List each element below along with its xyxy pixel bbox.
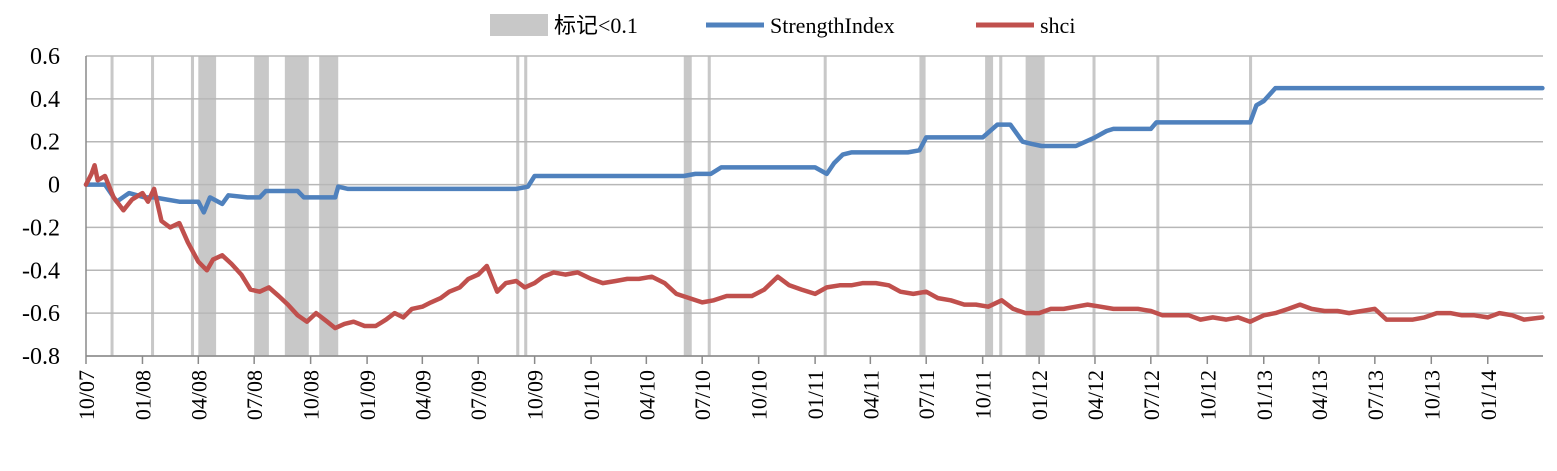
y-axis-ticks: 0.6 0.4 0.2 0 -0.2 -0.4 -0.6 -0.8 <box>22 44 60 370</box>
marker-band <box>254 56 269 356</box>
y-tick-label: 0.4 <box>30 87 60 113</box>
marker-band <box>190 56 195 356</box>
marker-band <box>524 56 528 356</box>
legend-label: StrengthIndex <box>770 13 895 38</box>
y-tick-label: -0.8 <box>22 344 60 370</box>
y-tick-label: -0.2 <box>22 215 60 241</box>
x-tick-label: 04/09 <box>410 370 435 420</box>
x-axis-ticks: 10/07 01/08 04/08 07/08 10/08 01/09 04/09 07/09… <box>74 356 1501 420</box>
series-line-shci <box>83 163 1545 331</box>
x-tick-label: 01/13 <box>1252 370 1277 420</box>
x-tick-label: 10/12 <box>1195 370 1220 420</box>
marker-band <box>707 56 711 356</box>
x-tick-label: 07/13 <box>1363 370 1388 420</box>
legend: 标记<0.1 StrengthIndex shci <box>490 13 1075 38</box>
x-tick-label: 07/08 <box>242 370 267 420</box>
x-tick-label: 07/11 <box>914 370 939 419</box>
x-tick-label: 04/08 <box>186 370 211 420</box>
marker-band <box>284 56 309 356</box>
y-tick-label: 0.6 <box>30 44 60 70</box>
marker-band <box>683 56 692 356</box>
x-tick-label: 10/09 <box>523 370 548 420</box>
x-tick-label: 04/12 <box>1083 370 1108 420</box>
x-tick-label: 07/10 <box>690 370 715 420</box>
x-tick-label: 10/07 <box>74 370 99 420</box>
marker-band <box>319 56 339 356</box>
x-tick-label: 01/12 <box>1027 370 1052 420</box>
marker-band <box>999 56 1003 356</box>
legend-label: shci <box>1040 13 1075 38</box>
x-tick-label: 01/11 <box>803 370 828 419</box>
marker-band <box>1025 56 1045 356</box>
y-tick-label: -0.4 <box>22 258 60 284</box>
x-tick-label: 01/14 <box>1476 370 1501 420</box>
marker-band <box>1249 56 1253 356</box>
y-tick-label: -0.6 <box>22 301 60 327</box>
marker-band <box>110 56 114 356</box>
marker-bands <box>110 56 1253 356</box>
x-tick-label: 10/11 <box>971 370 996 419</box>
x-tick-label: 10/08 <box>299 370 324 420</box>
legend-label: 标记<0.1 <box>554 13 638 38</box>
series-lines <box>83 85 1545 331</box>
x-tick-label: 04/10 <box>634 370 659 420</box>
x-tick-label: 01/08 <box>130 370 155 420</box>
marker-band <box>1092 56 1096 356</box>
marker-band <box>823 56 827 356</box>
marker-band <box>985 56 994 356</box>
x-tick-label: 07/09 <box>466 370 491 420</box>
marker-band <box>516 56 520 356</box>
x-tick-label: 01/09 <box>355 370 380 420</box>
y-tick-label: 0 <box>48 173 60 199</box>
x-tick-label: 04/11 <box>858 370 883 419</box>
y-tick-label: 0.2 <box>30 130 60 156</box>
marker-band <box>1156 56 1160 356</box>
x-tick-label: 07/12 <box>1139 370 1164 420</box>
legend-swatch-band <box>490 14 548 36</box>
x-tick-label: 04/13 <box>1307 370 1332 420</box>
x-tick-label: 10/10 <box>747 370 772 420</box>
x-tick-label: 01/10 <box>579 370 604 420</box>
marker-band <box>151 56 155 356</box>
series-line-strengthindex <box>83 85 1545 215</box>
x-tick-label: 10/13 <box>1419 370 1444 420</box>
marker-band <box>919 56 926 356</box>
